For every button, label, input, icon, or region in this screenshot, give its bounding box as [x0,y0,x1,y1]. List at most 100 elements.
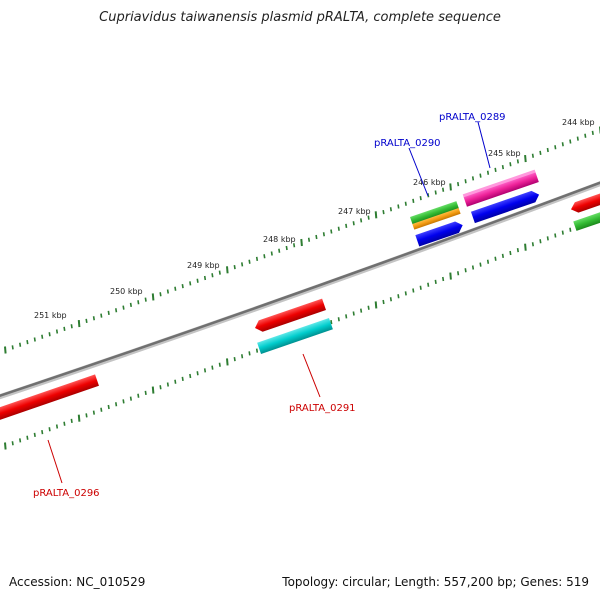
gene-feature-pRALTA_0289[interactable] [462,169,539,207]
outer-scale-tick [554,145,557,150]
outer-scale-tick [442,187,445,192]
outer-scale-tick [382,209,385,215]
outer-scale-tick [449,183,452,191]
outer-scale-tick [203,275,207,281]
outer-scale-tick [255,256,259,262]
gene-label-pRALTA_0291[interactable]: pRALTA_0291 [289,403,356,414]
inner-scale-tick [174,379,177,384]
inner-scale-tick [360,308,363,313]
inner-scale-tick [561,230,564,235]
outer-scale-tick [115,308,118,313]
outer-scale-tick [48,332,51,337]
outer-scale-tick [404,201,407,206]
outer-scale-tick [501,164,504,170]
inner-scale-tick [137,393,140,398]
outer-scale-tick [494,167,497,173]
scale-label-249: 249 kbp [187,261,220,270]
outer-scale-tick [33,337,36,342]
scale-label-251: 251 kbp [34,311,67,320]
inner-scale-tick [531,242,534,247]
inner-scale-tick [196,371,199,376]
inner-scale-tick [166,382,169,387]
inner-scale-tick [404,291,407,296]
outer-scale-tick [263,254,266,259]
outer-scale-tick [41,334,44,339]
gene-feature-pRALTA_0290-green[interactable] [410,201,459,225]
scale-label-250: 250 kbp [110,287,143,296]
inner-scale-tick [26,435,29,440]
inner-scale-tick [107,404,110,410]
outer-scale-tick [285,245,288,251]
outer-scale-tick [322,232,325,237]
outer-scale-tick [226,266,229,274]
inner-scale-tick [55,424,59,429]
outer-scale-tick [524,155,527,163]
outer-scale-tick [241,262,244,267]
gene-label-pRALTA_0296[interactable]: pRALTA_0296 [33,488,100,499]
inner-scale-tick [129,396,132,401]
inner-scale-tick [248,351,251,356]
outer-scale-tick [166,289,169,294]
gene-feature-blue-right[interactable] [470,189,541,224]
gene-feature-green-far-right[interactable] [573,209,600,231]
outer-scale-tick [4,346,7,354]
scale-label-245: 245 kbp [488,149,521,158]
outer-scale-tick [278,248,281,253]
gene-feature-pRALTA_0290-orange[interactable] [412,208,461,230]
inner-scale-tick [419,285,422,290]
inner-scale-tick [159,385,162,390]
inner-scale-tick [509,250,512,256]
outer-scale-tick [181,283,184,289]
outer-scale-tick [11,345,14,350]
inner-scale-tick [352,311,355,316]
outer-scale-tick [576,136,579,141]
accession-text: Accession: NC_010529 [9,575,146,589]
gene-feature-pRALTA_0291[interactable] [257,317,333,355]
outer-scale-tick [92,316,95,321]
plasmid-backbone-core [0,181,600,397]
gene-feature-pRALTA_0296[interactable] [0,374,99,422]
inner-scale-tick [442,276,445,282]
plasmid-backbone [0,181,600,400]
inner-scale-tick [345,314,348,319]
inner-scale-tick [486,259,490,264]
outer-scale-tick [107,310,110,316]
scale-labels: 244 kbp 245 kbp 246 kbp 247 kbp 248 kbp … [34,118,595,320]
inner-scale-tick [33,432,36,438]
outer-scale-tick [561,142,564,147]
outer-scale-tick [539,150,542,156]
outer-scale-tick [352,221,355,226]
inner-scale-tick [397,294,400,299]
outer-scale-tick [300,238,303,247]
outer-scale-tick [248,259,251,264]
topology-summary: Topology: circular; Length: 557,200 bp; … [282,575,589,589]
inner-scale-tick [374,301,378,309]
inner-scale-tick [554,233,557,238]
scale-label-248: 248 kbp [263,235,296,244]
gene-feature-red-top-right[interactable] [569,191,600,214]
outer-scale-tick [137,300,140,305]
gene-feature-blue-left[interactable] [415,220,464,247]
inner-scale-tick [63,421,66,426]
outer-scale-tick [151,293,155,301]
inner-scale-tick [144,390,147,396]
inner-scale-tick [226,358,229,366]
inner-scale-tick [337,317,340,322]
outer-scale-tick [270,251,273,256]
inner-scale-tick [382,299,385,305]
outer-scale-tick [531,153,534,158]
inner-scale-tick [330,319,333,325]
inner-scale-tick [539,239,542,244]
outer-scale-tick [307,237,311,242]
outer-scale-tick [457,181,460,187]
inner-scale-tick [115,402,118,407]
outer-scale-tick [434,190,437,195]
inner-scale-tick [367,305,370,310]
inner-scale-tick [218,362,221,367]
gene-labels: pRALTA_0289 pRALTA_0290 pRALTA_0291 pRAL… [33,112,506,499]
gene-label-pRALTA_0289[interactable]: pRALTA_0289 [439,112,506,123]
gene-feature-red-middle[interactable] [253,298,326,334]
outer-scale-tick [77,320,81,328]
gene-label-pRALTA_0290[interactable]: pRALTA_0290 [374,138,441,149]
